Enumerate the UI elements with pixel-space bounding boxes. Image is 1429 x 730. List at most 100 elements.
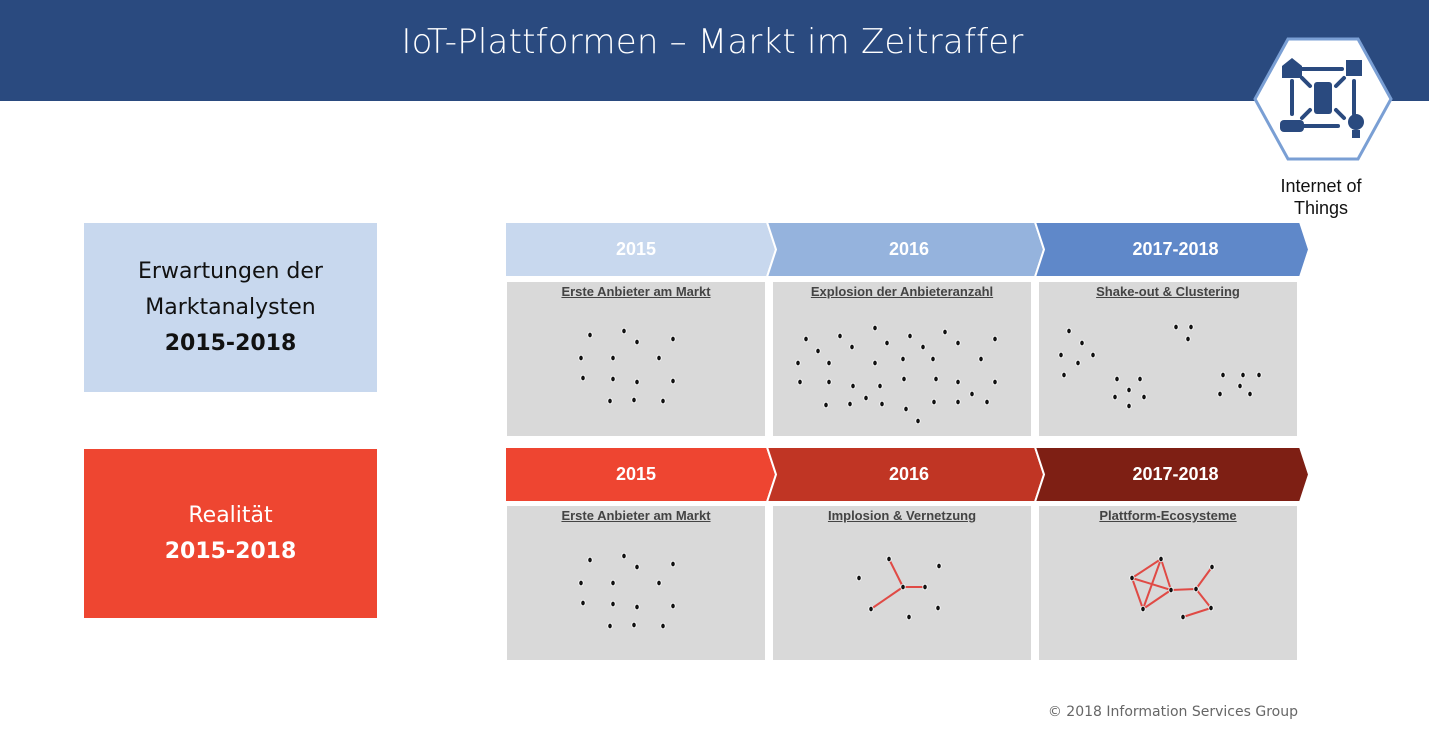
provider-dot <box>847 400 853 408</box>
provider-dot <box>587 556 593 564</box>
provider-dot <box>587 331 593 339</box>
provider-dot <box>901 375 907 383</box>
network-link <box>1131 558 1162 579</box>
provider-dot <box>631 621 637 629</box>
provider-dot <box>621 327 627 335</box>
provider-dot <box>992 335 998 343</box>
provider-dot <box>607 622 613 630</box>
provider-dot <box>1193 585 1199 593</box>
provider-dot <box>884 339 890 347</box>
provider-dot <box>931 398 937 406</box>
provider-dot <box>610 579 616 587</box>
expectations-years: 2015-2018 <box>164 330 297 356</box>
network-link <box>1182 607 1212 618</box>
reality-label-box: Realität 2015-2018 <box>84 449 377 618</box>
network-link <box>888 558 904 588</box>
provider-dot <box>920 343 926 351</box>
provider-dot <box>580 599 586 607</box>
phase-label: 2015 <box>615 464 657 484</box>
provider-dot <box>803 335 809 343</box>
provider-dot <box>1079 339 1085 347</box>
provider-dot <box>634 603 640 611</box>
network-link <box>1142 589 1172 610</box>
provider-dot <box>955 339 961 347</box>
provider-dot <box>826 359 832 367</box>
provider-dot <box>907 332 913 340</box>
provider-dot <box>1168 586 1174 594</box>
expectations-label-box: Erwartungen der Marktanalysten 2015-2018 <box>84 223 377 392</box>
provider-dot <box>868 605 874 613</box>
provider-dot <box>578 354 584 362</box>
provider-dot <box>634 563 640 571</box>
provider-dot <box>631 396 637 404</box>
provider-dot <box>1217 390 1223 398</box>
expectations-label-line2: Marktanalysten <box>145 294 316 320</box>
provider-dot <box>863 394 869 402</box>
provider-dot <box>610 375 616 383</box>
provider-dot <box>1066 327 1072 335</box>
provider-dot <box>955 378 961 386</box>
provider-dot <box>1180 613 1186 621</box>
provider-dot <box>984 398 990 406</box>
provider-dot <box>1141 393 1147 401</box>
provider-dot <box>1126 386 1132 394</box>
network-link <box>1160 558 1172 591</box>
provider-dot <box>850 382 856 390</box>
provider-dot <box>610 354 616 362</box>
provider-dot <box>1058 351 1064 359</box>
phase-title: Shake-out & Clustering <box>1096 284 1240 299</box>
provider-dot <box>610 600 616 608</box>
provider-dot <box>1188 323 1194 331</box>
provider-dot <box>1247 390 1253 398</box>
logo-caption: Internet of Things <box>1250 175 1392 219</box>
phase-panel <box>1039 282 1297 436</box>
provider-dot <box>1090 351 1096 359</box>
phase-label: 2016 <box>888 239 930 259</box>
network-link <box>1195 566 1213 590</box>
phase-label: 2017-2018 <box>1132 464 1219 484</box>
provider-dot <box>879 400 885 408</box>
provider-dot <box>634 378 640 386</box>
provider-dot <box>670 335 676 343</box>
phase-panel <box>507 506 765 660</box>
phase-chevron <box>1033 446 1311 503</box>
provider-dot <box>621 552 627 560</box>
provider-dot <box>656 579 662 587</box>
provider-dot <box>1173 323 1179 331</box>
network-link <box>1195 588 1212 609</box>
provider-dot <box>1140 605 1146 613</box>
provider-dot <box>1220 371 1226 379</box>
logo-caption-line1: Internet of <box>1280 176 1362 196</box>
provider-dot <box>935 604 941 612</box>
provider-dot <box>922 583 928 591</box>
provider-dot <box>656 354 662 362</box>
phase-chevron <box>1033 221 1311 278</box>
provider-dot <box>1114 375 1120 383</box>
provider-dot <box>900 355 906 363</box>
provider-dot <box>877 382 883 390</box>
phase-title: Erste Anbieter am Markt <box>561 284 711 299</box>
provider-dot <box>670 377 676 385</box>
provider-dot <box>660 397 666 405</box>
provider-dot <box>886 555 892 563</box>
phase-title: Implosion & Vernetzung <box>827 508 977 523</box>
phase-label: 2015 <box>615 239 657 259</box>
copyright: © 2018 Information Services Group <box>1047 704 1298 720</box>
provider-dot <box>580 374 586 382</box>
provider-dot <box>823 401 829 409</box>
provider-dot <box>969 390 975 398</box>
provider-dot <box>856 574 862 582</box>
provider-dot <box>1112 393 1118 401</box>
provider-dot <box>1256 371 1262 379</box>
provider-dot <box>837 332 843 340</box>
provider-dot <box>906 613 912 621</box>
network-link <box>1131 577 1144 610</box>
phase-title: Erste Anbieter am Markt <box>561 508 711 523</box>
reality-years: 2015-2018 <box>164 538 297 564</box>
iot-hexagon-icon <box>1253 37 1393 161</box>
provider-dot <box>933 375 939 383</box>
header-bar <box>0 0 1429 101</box>
provider-dot <box>607 397 613 405</box>
page-title: IoT-Plattformen – Markt im Zeitraffer <box>401 22 1024 62</box>
